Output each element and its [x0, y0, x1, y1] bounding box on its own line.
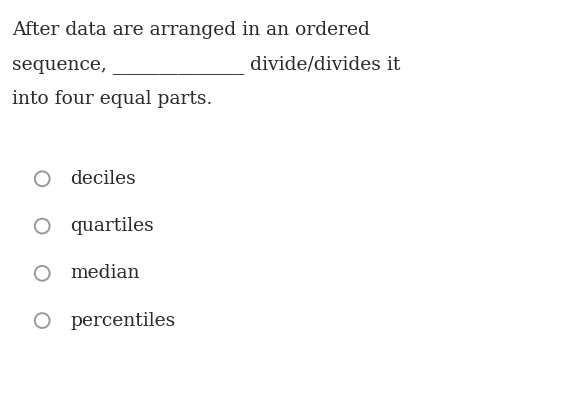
- Text: sequence, ______________ divide/divides it: sequence, ______________ divide/divides …: [12, 55, 401, 74]
- Text: percentiles: percentiles: [70, 312, 176, 330]
- Text: median: median: [70, 264, 140, 282]
- Text: After data are arranged in an ordered: After data are arranged in an ordered: [12, 21, 370, 39]
- Text: into four equal parts.: into four equal parts.: [12, 90, 213, 109]
- Text: deciles: deciles: [70, 170, 136, 188]
- Text: quartiles: quartiles: [70, 217, 154, 235]
